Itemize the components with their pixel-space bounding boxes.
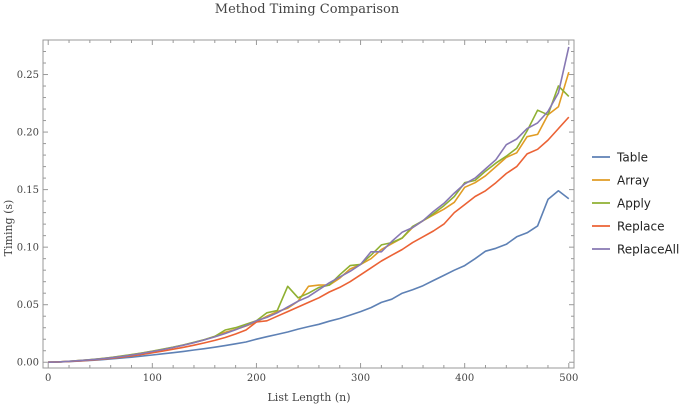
series-line-apply [48,85,570,363]
x-tick-label: 0 [45,373,51,384]
plot-area-frame [42,39,575,369]
x-tick-label: 500 [559,373,578,384]
x-tick-label: 200 [247,373,266,384]
y-tick-label: 0.05 [17,300,39,311]
series-line-replaceall [48,46,570,363]
series-line-table [48,190,570,363]
x-tick-label: 400 [455,373,474,384]
legend: Table Array Apply Replace ReplaceAll [592,151,679,257]
y-axis-label: Timing (s) [2,200,15,257]
y-tick-label: 0.10 [17,243,39,254]
legend-label-array: Array [617,174,649,188]
y-tick-label: 0.25 [17,70,39,81]
legend-label-replaceall: ReplaceAll [617,243,679,257]
legend-label-apply: Apply [617,197,651,211]
y-axis-ticks: 0.00 0.05 0.10 0.15 0.20 0.25 [17,51,574,369]
x-tick-label: 100 [143,373,162,384]
y-tick-label: 0.20 [17,128,39,139]
series-line-replace [48,116,570,363]
chart-title: Method Timing Comparison [215,2,400,17]
legend-label-table: Table [616,151,648,165]
y-tick-label: 0.00 [17,358,39,369]
x-axis-label: List Length (n) [268,391,351,404]
series-lines [48,46,570,363]
legend-label-replace: Replace [617,220,664,234]
plot-frame [42,39,575,369]
series-line-array [48,71,570,363]
x-axis-ticks: 0 100 200 300 400 500 [45,40,578,384]
y-tick-label: 0.15 [17,185,39,196]
x-tick-label: 300 [351,373,370,384]
